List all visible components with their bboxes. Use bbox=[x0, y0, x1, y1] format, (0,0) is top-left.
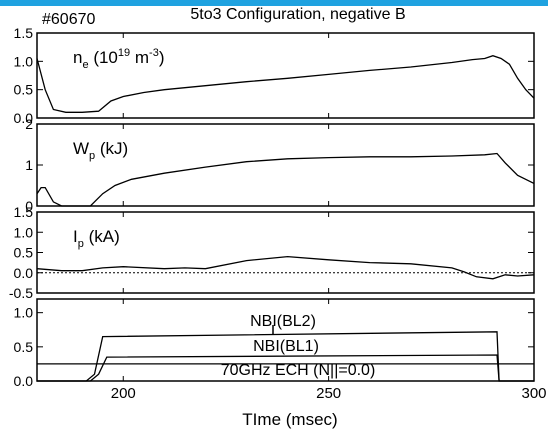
series-line bbox=[37, 354, 534, 382]
y-tick-label: 1.0 bbox=[14, 305, 34, 321]
series-label: NBI(BL1) bbox=[253, 338, 319, 355]
figure-title: 5to3 Configuration, negative B bbox=[190, 6, 405, 23]
y-tick-label: -0.5 bbox=[9, 285, 33, 301]
panel-stored-energy: 0 1 2 Wp (kJ) bbox=[25, 116, 535, 214]
y-tick-label: 1.5 bbox=[14, 25, 34, 41]
y-tick-label: 1.5 bbox=[14, 204, 34, 220]
y-tick-label: 1 bbox=[25, 157, 33, 173]
panel-density: 0.0 0.5 1.0 1.5 ne (1019 m-3) bbox=[14, 25, 535, 126]
top-accent-bar bbox=[0, 0, 548, 6]
plot-frame bbox=[36, 32, 535, 119]
panel-label: Wp (kJ) bbox=[73, 139, 128, 162]
y-tick-label: 1.0 bbox=[14, 224, 34, 240]
series-label: 70GHz ECH (N||=0.0) bbox=[221, 362, 376, 379]
x-tick-label: 200 bbox=[111, 385, 136, 402]
y-tick-label: 2 bbox=[25, 116, 33, 132]
plot-frame bbox=[36, 211, 535, 294]
series-label: NBI(BL2) bbox=[250, 313, 316, 330]
series-line bbox=[36, 255, 535, 280]
shot-number: #60670 bbox=[42, 11, 95, 28]
x-tick-label: 250 bbox=[316, 385, 341, 402]
x-tick-label: 300 bbox=[521, 385, 546, 402]
panel-label: Ip (kA) bbox=[73, 227, 120, 250]
y-tick-label: 0.0 bbox=[14, 110, 34, 126]
y-tick-label: 0.5 bbox=[14, 339, 34, 355]
y-tick-label: 0.0 bbox=[14, 373, 34, 389]
y-tick-label: 0.0 bbox=[14, 265, 34, 281]
series-line bbox=[36, 152, 535, 207]
panel-plasma-current: -0.5 0.0 0.5 1.0 1.5 Ip (kA) bbox=[9, 204, 535, 301]
series-line bbox=[36, 55, 535, 113]
y-tick-label: 0.5 bbox=[14, 245, 34, 261]
panel-label: ne (1019 m-3) bbox=[73, 47, 164, 71]
plot-frame bbox=[36, 298, 535, 382]
y-tick-label: 0.5 bbox=[14, 82, 34, 98]
y-tick-label: 1.0 bbox=[14, 53, 34, 69]
panel-nbi-ech: 0.0 0.5 1.0 200 250 300 NBI(BL2) NBI(BL1) 70GHz … bbox=[14, 298, 547, 402]
plot-frame bbox=[36, 123, 535, 207]
y-tick-label: 0 bbox=[25, 198, 33, 214]
x-axis-label: TIme (msec) bbox=[242, 410, 337, 429]
